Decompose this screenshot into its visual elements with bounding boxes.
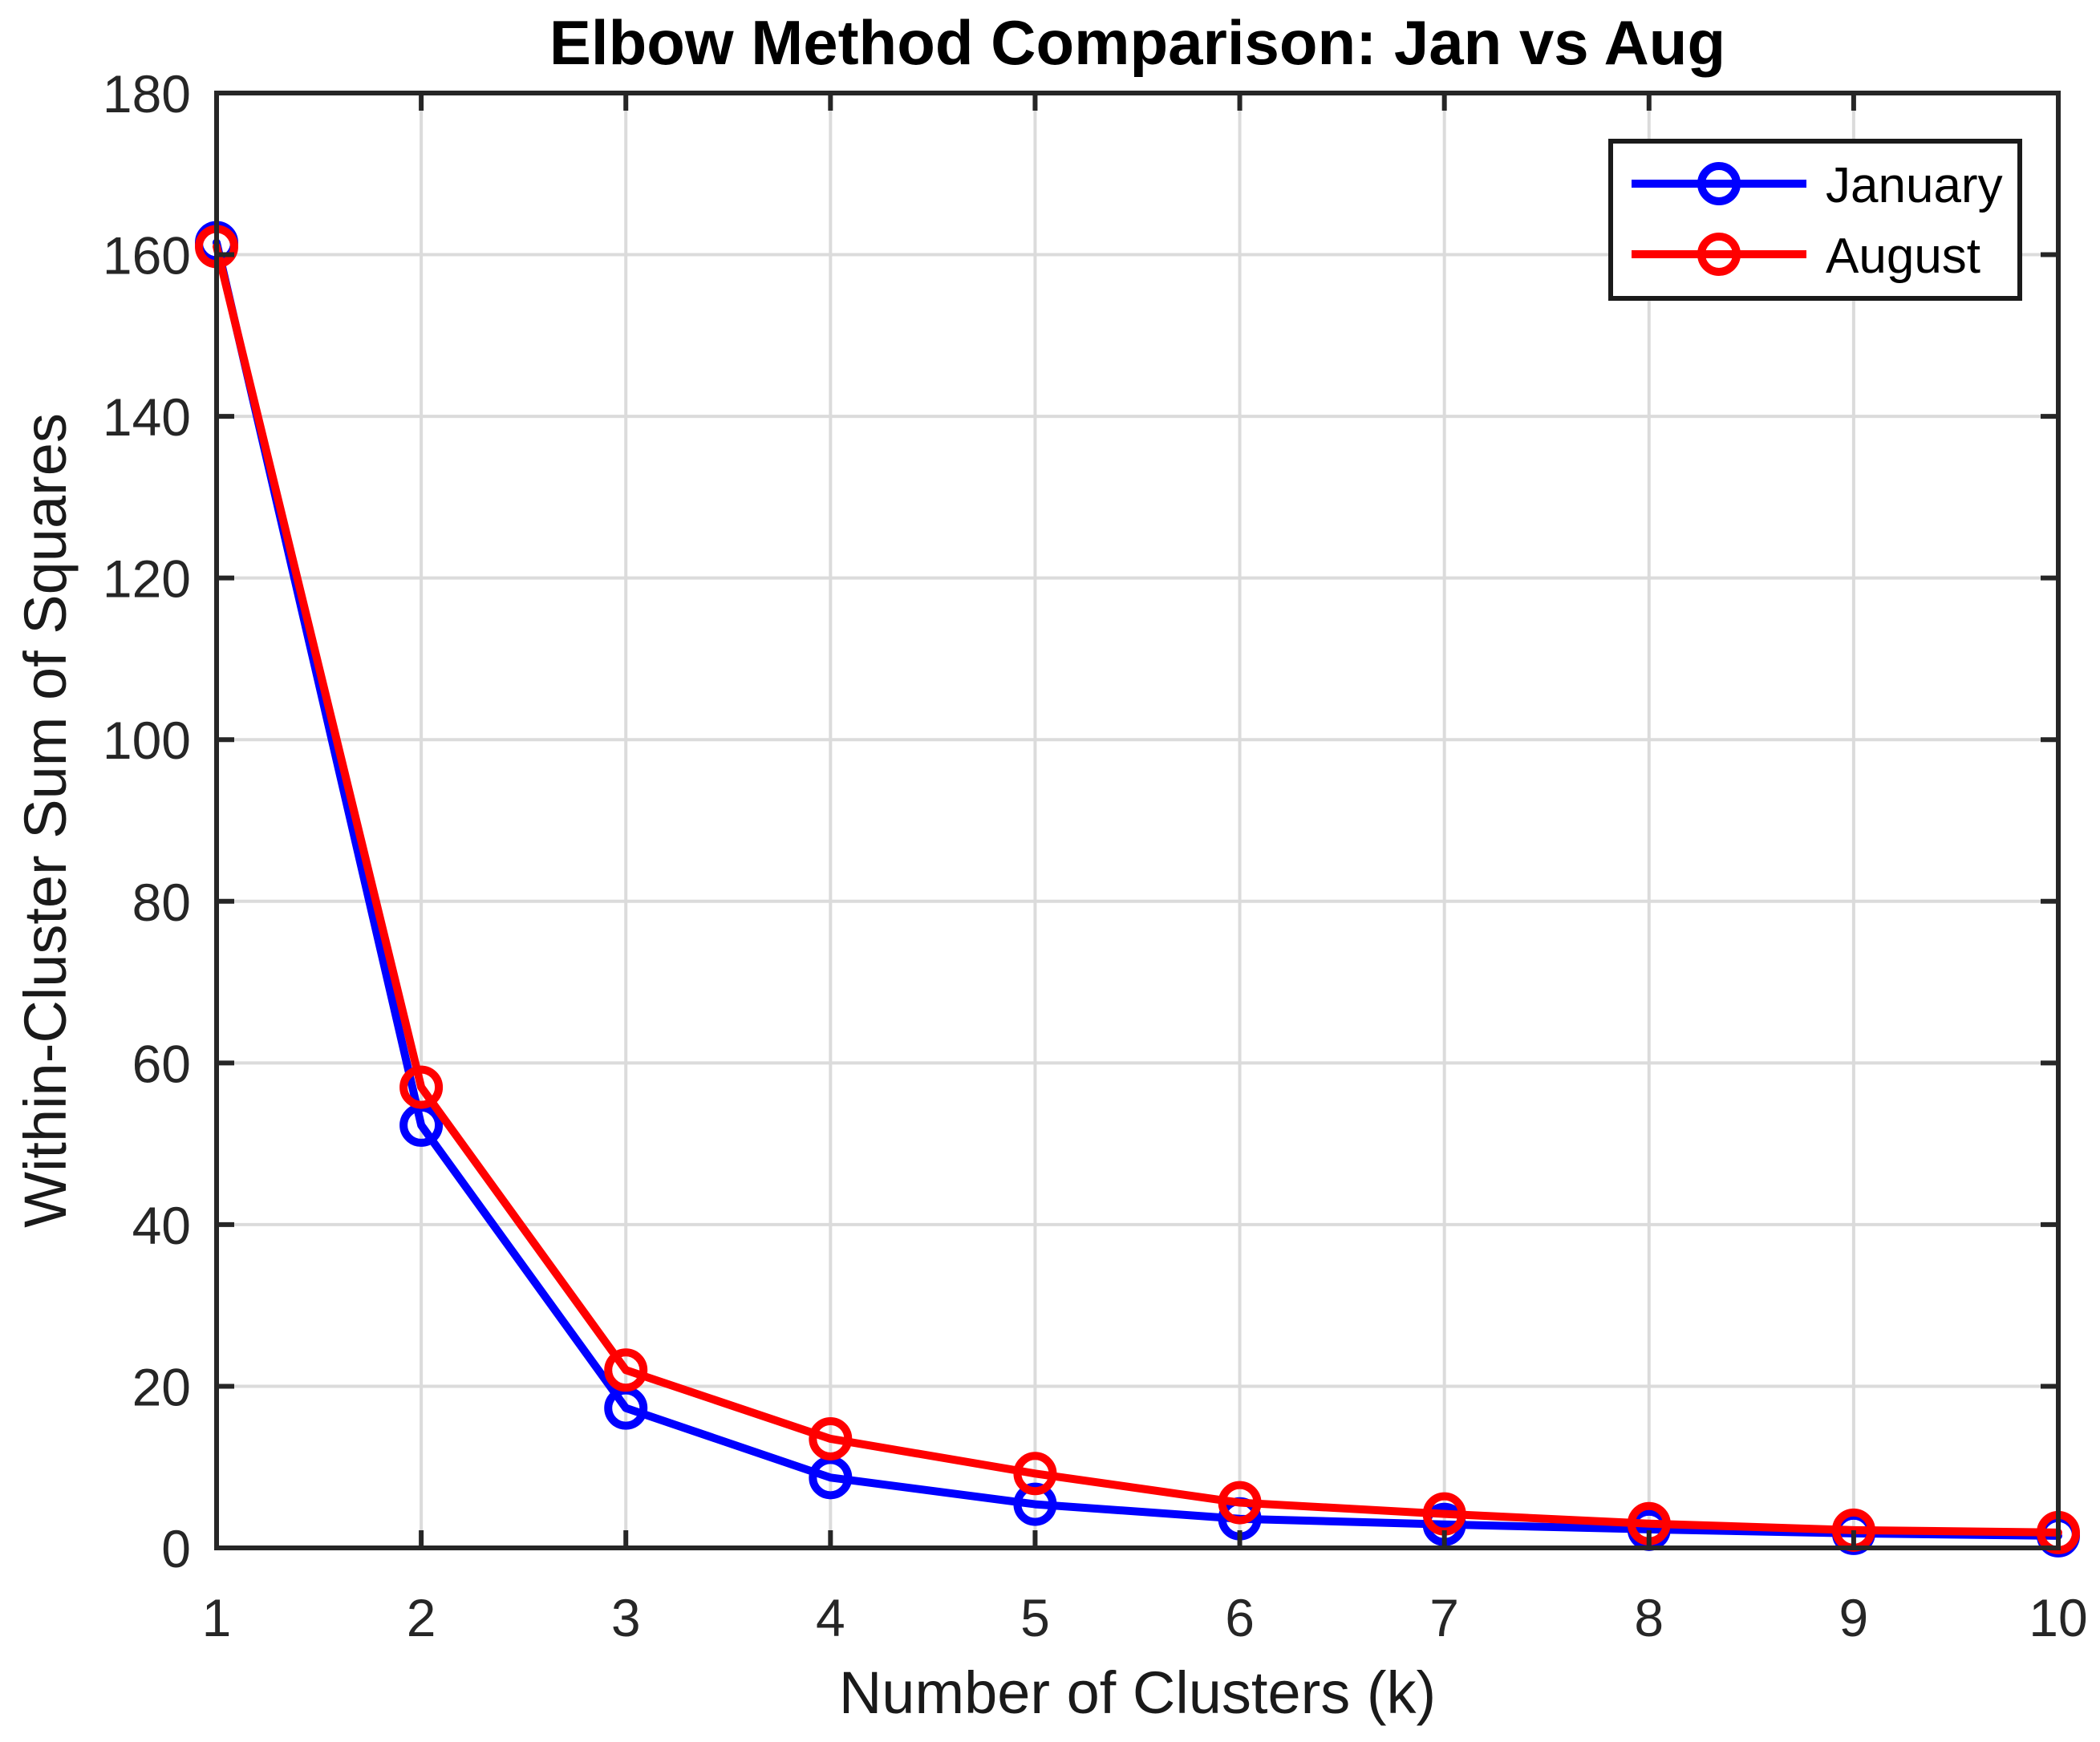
data-point-marker-august — [399, 1065, 444, 1109]
y-tick-label: 60 — [132, 1034, 191, 1093]
data-point-marker-august — [1013, 1452, 1057, 1496]
y-tick-label: 120 — [103, 549, 191, 609]
y-tick-label: 0 — [161, 1519, 191, 1578]
legend-item-august: August — [1632, 229, 1980, 284]
legend: January August — [1608, 139, 2022, 301]
x-tick-label: 6 — [1225, 1588, 1255, 1647]
data-point-marker-august — [809, 1416, 853, 1460]
tick-layer — [214, 91, 2061, 1550]
legend-item-january: January — [1632, 158, 2003, 213]
y-tick-label: 180 — [103, 64, 191, 124]
x-tick-label: 1 — [202, 1588, 232, 1647]
y-tick-label: 20 — [132, 1357, 191, 1416]
x-tick-label: 2 — [407, 1588, 436, 1647]
legend-marker-circle-august — [1697, 233, 1741, 276]
data-point-marker-august — [1218, 1481, 1262, 1525]
y-tick-label: 100 — [103, 711, 191, 770]
x-tick-label: 9 — [1839, 1588, 1869, 1647]
series-layer — [195, 221, 2080, 1558]
series-line-january — [213, 238, 2062, 1540]
x-axis-label: Number of Clusters (k) — [839, 1659, 1436, 1726]
series-august — [195, 225, 2080, 1554]
x-tick-label: 3 — [611, 1588, 641, 1647]
legend-box — [1608, 139, 2022, 301]
series-line-august — [213, 242, 2062, 1537]
x-tick-label: 8 — [1634, 1588, 1664, 1647]
y-tick-label: 160 — [103, 226, 191, 286]
y-tick-label: 80 — [132, 873, 191, 932]
data-point-marker-august — [604, 1348, 648, 1392]
x-tick-label: 4 — [816, 1588, 845, 1647]
legend-label-august: August — [1826, 229, 1980, 284]
y-tick-label: 140 — [103, 387, 191, 447]
x-tick-label: 5 — [1020, 1588, 1050, 1647]
y-tick-label: 40 — [132, 1196, 191, 1255]
x-tick-label: 10 — [2029, 1588, 2087, 1647]
plot-border — [214, 91, 2061, 1550]
chart-title: Elbow Method Comparison: Jan vs Aug — [549, 7, 1725, 78]
y-axis-label: Within-Cluster Sum of Squares — [12, 413, 79, 1228]
legend-marker-circle-january — [1697, 162, 1741, 205]
plot-background — [217, 93, 2058, 1548]
data-point-marker-january — [1013, 1482, 1057, 1526]
x-tick-label: 7 — [1429, 1588, 1459, 1647]
legend-label-january: January — [1826, 158, 2003, 213]
